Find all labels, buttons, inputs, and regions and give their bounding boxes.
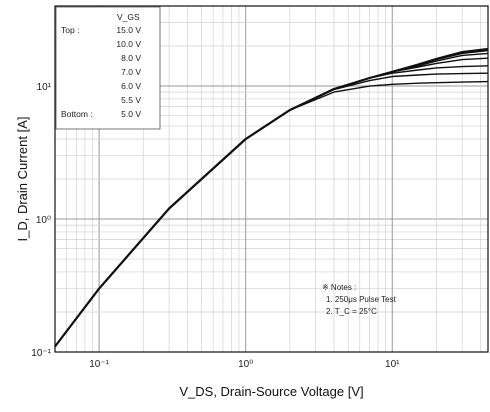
x-tick-label: 10⁰ [238,359,253,370]
x-tick-label: 10⁻¹ [89,359,109,370]
y-axis-label: I_D, Drain Current [A] [15,117,30,242]
x-axis-label: V_DS, Drain-Source Voltage [V] [179,384,363,399]
legend-entry: 7.0 V [121,67,141,77]
series-line-5-0-v [54,80,489,347]
legend-entries: 15.0 V 10.0 V 8.0 V 7.0 V 6.0 V 5.5 V 5.0 V [116,25,141,119]
series-lines [54,47,489,348]
legend-entry: 15.0 V [116,25,141,35]
legend-entry: 5.0 V [121,109,141,119]
legend-entry: 5.5 V [121,95,141,105]
legend-bottom-label: Bottom : [61,109,93,119]
legend-entry: 8.0 V [121,53,141,63]
y-tick-label: 10⁰ [36,215,51,226]
legend-top-label: Top : [61,25,79,35]
notes-line-pulse-test: 1. 250μs Pulse Test [326,295,397,304]
legend: V_GS Top : Bottom : 15.0 V 10.0 V 8.0 V 7.0… [55,6,161,130]
legend-box [55,6,161,130]
x-tick-label: 10¹ [385,359,400,370]
y-tick-label: 10¹ [37,82,52,93]
plot-frame [54,5,489,353]
legend-entry: 6.0 V [121,81,141,91]
notes-line-case-temperature: 2. T_C = 25°C [326,307,377,316]
tick-labels: 10⁻¹ 10⁰ 10¹ 10⁻¹ 10⁰ 10¹ [31,82,400,370]
legend-header: V_GS [117,12,140,22]
y-tick-label: 10⁻¹ [31,348,51,359]
legend-entry: 10.0 V [116,39,141,49]
notes-title: ※ Notes : [322,283,356,292]
notes-annotation: ※ Notes : 1. 250μs Pulse Test 2. T_C = 2… [322,283,397,316]
